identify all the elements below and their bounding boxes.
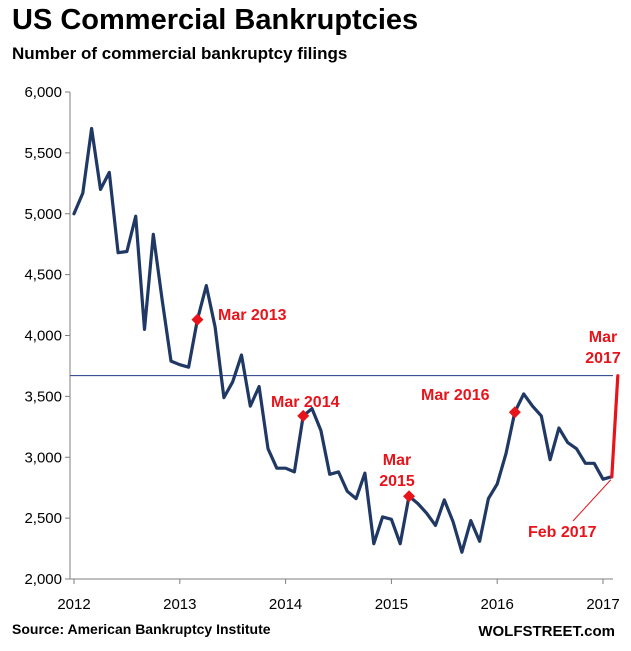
annotation-mar2013: Mar 2013 — [218, 307, 287, 324]
series-line-projection — [610, 374, 620, 479]
y-tick-label: 3,500 — [24, 388, 62, 405]
annotation-feb2017: Feb 2017 — [528, 524, 597, 541]
annotations: Mar 2013 Mar 2014 Mar 2015 Mar 2016 Mar 2017 Fe… — [218, 307, 621, 541]
annotation-mar2016: Mar 2016 — [421, 387, 490, 404]
annotation-feb2017-leader — [572, 479, 612, 522]
y-tick-label: 2,000 — [24, 571, 62, 588]
brand-watermark: WOLFSTREET.com — [478, 623, 615, 640]
annotation-mar2014: Mar 2014 — [271, 394, 340, 411]
annotation-mar2015a: Mar — [383, 452, 411, 469]
annotation-mar2017a: Mar — [589, 329, 617, 346]
highlight-markers — [191, 313, 521, 503]
x-tick-label: 2013 — [163, 596, 196, 613]
y-tick-label: 4,500 — [24, 267, 62, 284]
annotation-mar2017b: 2017 — [585, 350, 621, 367]
x-tick-label: 2016 — [481, 596, 514, 613]
y-tick-label: 2,500 — [24, 510, 62, 527]
source-note: Source: American Bankruptcy Institute — [12, 621, 271, 637]
highlight-marker — [297, 409, 310, 422]
x-tick-label: 2014 — [269, 596, 302, 613]
highlight-marker — [508, 406, 521, 419]
y-tick-label: 5,000 — [24, 206, 62, 223]
y-axis: 2,000 2,500 3,000 3,500 4,000 4,500 5,000 5,500… — [24, 84, 71, 588]
y-tick-label: 3,000 — [24, 449, 62, 466]
x-tick-label: 2015 — [375, 596, 408, 613]
highlight-marker — [403, 490, 416, 503]
y-tick-label: 4,000 — [24, 328, 62, 345]
chart-subtitle: Number of commercial bankruptcy filings — [12, 44, 348, 63]
series-line-filings — [72, 126, 614, 554]
x-tick-label: 2012 — [57, 596, 90, 613]
chart-title: US Commercial Bankruptcies — [12, 4, 419, 36]
y-tick-label: 5,500 — [24, 145, 62, 162]
series-group — [72, 126, 620, 554]
x-tick-label: 2017 — [586, 596, 619, 613]
highlight-marker — [191, 313, 204, 326]
annotation-mar2015b: 2015 — [379, 473, 415, 490]
x-axis: 2012 2013 2014 2015 2016 2017 — [57, 578, 620, 613]
y-tick-label: 6,000 — [24, 84, 62, 101]
